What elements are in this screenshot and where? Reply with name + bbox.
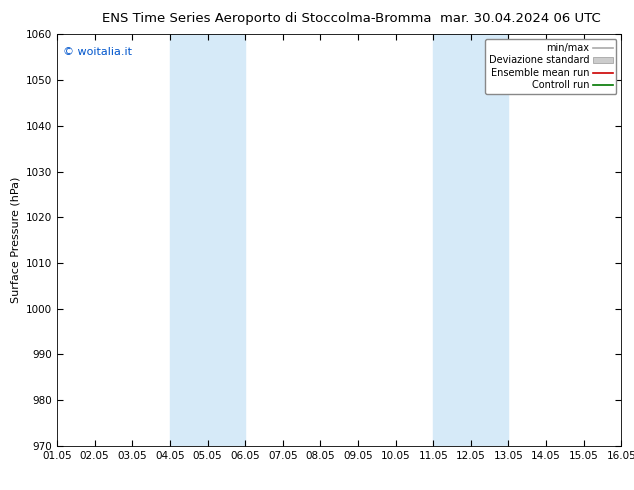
Bar xyxy=(433,34,508,446)
Y-axis label: Surface Pressure (hPa): Surface Pressure (hPa) xyxy=(10,177,20,303)
Text: © woitalia.it: © woitalia.it xyxy=(63,47,132,57)
Text: ENS Time Series Aeroporto di Stoccolma-Bromma: ENS Time Series Aeroporto di Stoccolma-B… xyxy=(101,12,431,25)
Bar xyxy=(170,34,245,446)
Text: mar. 30.04.2024 06 UTC: mar. 30.04.2024 06 UTC xyxy=(439,12,600,25)
Legend: min/max, Deviazione standard, Ensemble mean run, Controll run: min/max, Deviazione standard, Ensemble m… xyxy=(485,39,616,94)
